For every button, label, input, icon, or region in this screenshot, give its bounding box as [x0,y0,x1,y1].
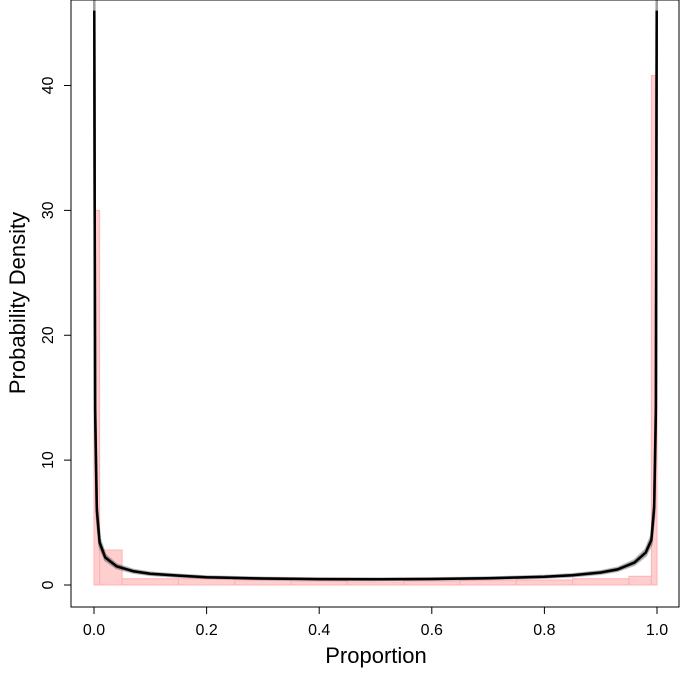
density-curve-band-3 [93,0,658,580]
density-curve-band-2 [93,0,658,581]
histogram-bar-8 [459,580,517,586]
histogram-bar-3 [177,578,236,586]
x-tick-label-2: 0.4 [308,622,330,639]
density-curves [93,0,658,582]
histogram-bar-11 [628,575,652,586]
x-axis: 0.0 0.2 0.4 0.6 0.8 1.0 [83,606,668,639]
density-curve-band-0 [93,68,658,582]
plot-frame [70,0,680,608]
y-tick-label-2: 20 [40,326,57,344]
x-axis-title: Proportion [325,643,427,668]
histogram-bar-5 [290,580,348,586]
y-tick-label-3: 30 [40,201,57,219]
x-tick-label-0: 0.0 [83,622,105,639]
histogram-bar-7 [403,580,461,586]
x-tick-label-4: 0.8 [533,622,555,639]
histogram-bar-2 [121,578,179,586]
y-axis: 0 10 20 30 40 [40,77,72,589]
histogram-bar-9 [515,579,574,586]
y-axis-title: Probability Density [5,212,30,394]
histogram-bar-10 [572,578,630,586]
y-tick-label-1: 10 [40,451,57,469]
histogram-bars [93,75,658,586]
x-tick-label-3: 0.6 [421,622,443,639]
histogram-bar-4 [234,579,292,586]
density-curve-band-1 [93,39,658,581]
y-tick-label-4: 40 [40,77,57,95]
x-tick-label-1: 0.2 [195,622,217,639]
y-tick-label-0: 0 [40,580,57,589]
histogram-bar-6 [346,581,405,586]
x-tick-label-5: 1.0 [646,622,668,639]
density-curve-main [93,10,658,581]
